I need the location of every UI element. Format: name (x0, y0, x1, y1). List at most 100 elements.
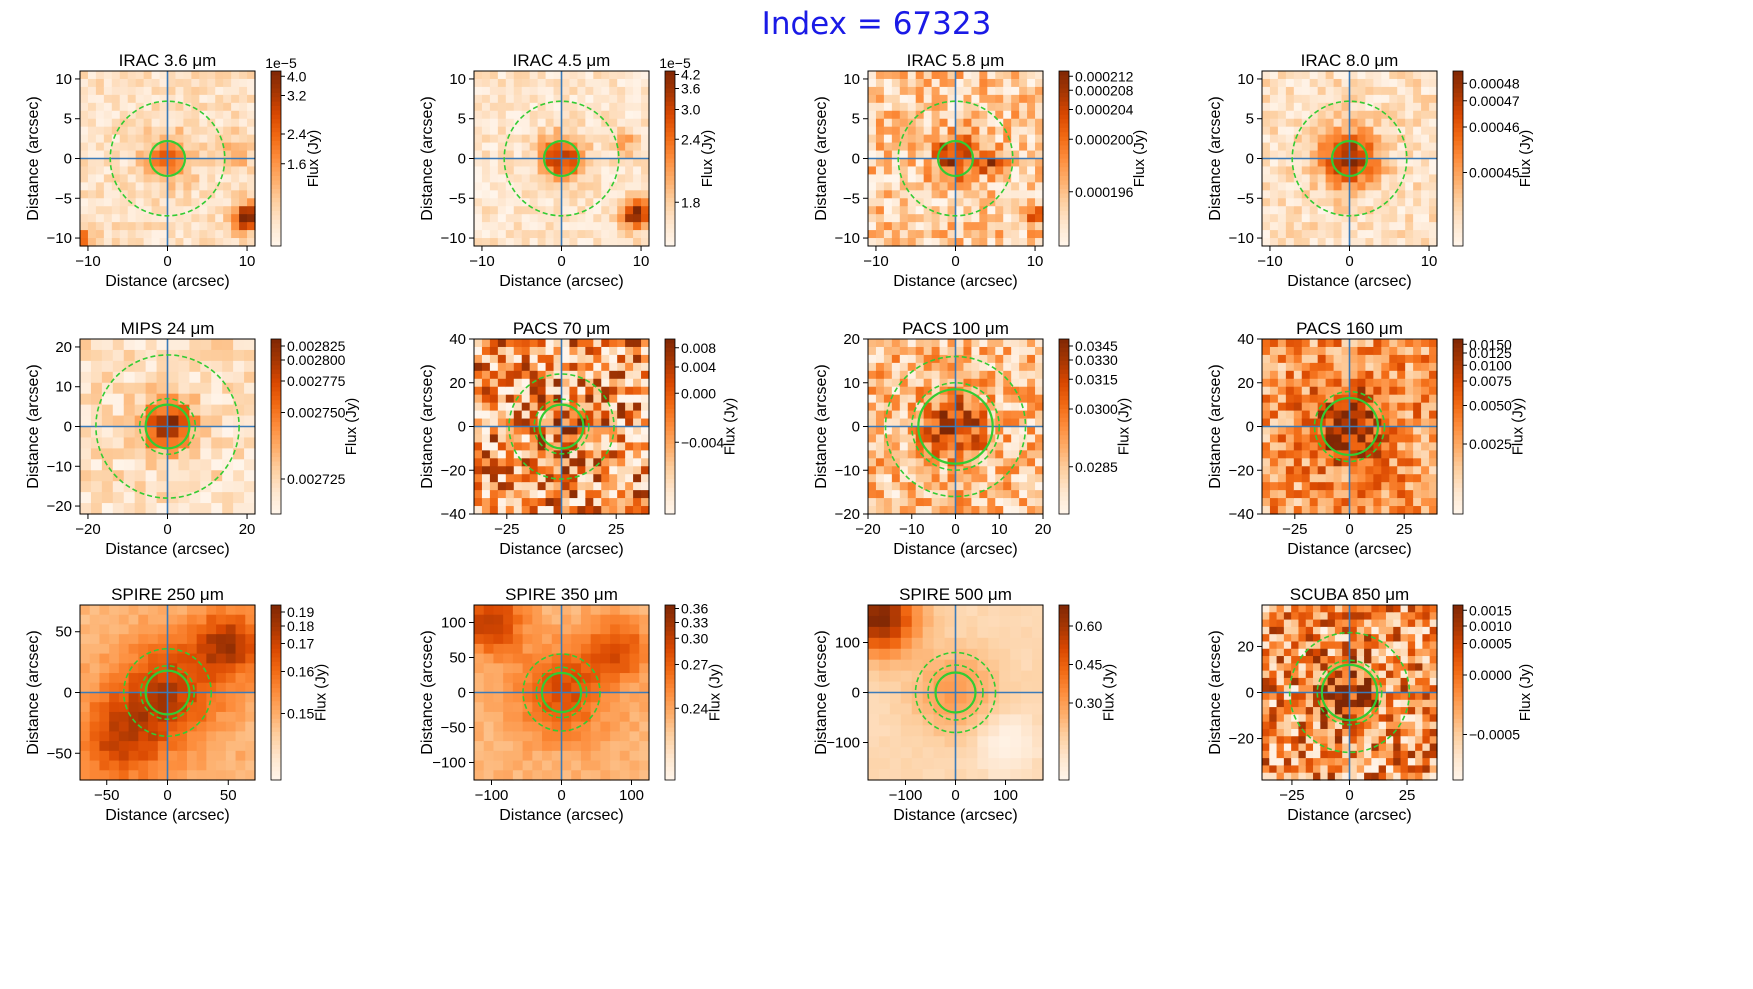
y-axis-label: Distance (arcsec) (25, 96, 42, 220)
heatmap-cell (1333, 442, 1343, 451)
heatmap-cell (101, 360, 114, 373)
heatmap-cell (1027, 418, 1036, 428)
heatmap-cell (585, 134, 594, 144)
heatmap-cell (225, 731, 237, 742)
colorbar-segment (1453, 461, 1463, 467)
colorbar-segment (271, 457, 281, 463)
heatmap-cell (931, 190, 941, 199)
heatmap-cell (481, 378, 491, 388)
heatmap-cell (119, 166, 129, 176)
heatmap-cell (629, 721, 640, 732)
heatmap-cell (497, 118, 507, 128)
heatmap-cell (1421, 110, 1430, 120)
heatmap-cell (474, 741, 485, 752)
heatmap-cell (875, 102, 885, 112)
heatmap-cell (231, 190, 240, 199)
heatmap-cell (529, 174, 539, 183)
heatmap-cell (561, 118, 571, 128)
heatmap-cell (1349, 426, 1359, 436)
heatmap-cell (80, 393, 92, 406)
heatmap-cell (489, 410, 499, 420)
heatmap-cell (497, 339, 507, 348)
heatmap-cell (947, 158, 957, 168)
heatmap-cell (178, 503, 190, 515)
heatmap-cell (601, 71, 610, 80)
colorbar-segment (1453, 509, 1463, 515)
heatmap-cell (215, 158, 224, 168)
heatmap-cell (1317, 102, 1327, 112)
heatmap-cell (899, 198, 909, 207)
heatmap-cell (151, 102, 161, 112)
heatmap-cell (497, 230, 507, 239)
heatmap-cell (151, 118, 161, 128)
heatmap-cell (1373, 102, 1382, 112)
heatmap-cell (947, 354, 957, 364)
heatmap-cell (513, 362, 523, 372)
heatmap-cell (1405, 490, 1414, 499)
colorbar-segment (1453, 465, 1463, 471)
heatmap-cell (156, 459, 169, 471)
heatmap-cell (868, 118, 877, 128)
heatmap-cell (1381, 466, 1390, 475)
colorbar-segment (271, 145, 281, 151)
colorbar-segment (1059, 106, 1069, 111)
colorbar-segment (271, 736, 281, 742)
heatmap-cell (216, 721, 227, 732)
heatmap-cell (915, 458, 925, 467)
colorbar-segment (1453, 211, 1463, 216)
heatmap-cell (931, 450, 941, 459)
heatmap-cell (569, 150, 579, 160)
heatmap-cell (891, 466, 901, 475)
heatmap-cell (239, 198, 248, 207)
heatmap-cell (1301, 206, 1311, 215)
colorbar-segment (1059, 219, 1069, 225)
heatmap-cell (963, 182, 973, 191)
heatmap-cell (569, 490, 579, 499)
heatmap-cell (625, 182, 634, 191)
heatmap-cell (580, 673, 592, 684)
heatmap-cell (109, 702, 120, 713)
heatmap-cell (1301, 434, 1311, 444)
heatmap-cell (159, 126, 169, 136)
heatmap-cell (474, 418, 483, 428)
heatmap-cell (577, 174, 586, 183)
heatmap-cell (211, 382, 223, 395)
heatmap-cell (1333, 206, 1343, 215)
colorbar-segment (665, 509, 675, 515)
heatmap-cell (529, 482, 539, 491)
heatmap-cell (601, 418, 610, 428)
heatmap-cell (167, 470, 180, 482)
heatmap-cell (529, 238, 539, 247)
heatmap-cell (561, 238, 571, 247)
heatmap-cell (119, 230, 129, 239)
heatmap-cell (1421, 466, 1430, 475)
heatmap-cell (1357, 339, 1367, 348)
heatmap-cell (99, 760, 110, 771)
heatmap-cell (138, 673, 149, 684)
heatmap-cell (551, 653, 563, 664)
heatmap-cell (474, 482, 483, 491)
heatmap-cell (223, 110, 232, 120)
heatmap-cell (609, 230, 618, 239)
heatmap-cell (1365, 110, 1374, 120)
heatmap-cell (157, 770, 169, 781)
heatmap-cell (1381, 126, 1390, 136)
colorbar-segment (665, 84, 675, 90)
heatmap-cell (601, 346, 610, 356)
heatmap-cell (529, 410, 539, 420)
heatmap-cell (1317, 134, 1327, 144)
heatmap-cell (883, 174, 893, 183)
colorbar-segment (665, 356, 675, 362)
heatmap-cell (915, 102, 925, 112)
heatmap-cell (196, 741, 207, 752)
heatmap-cell (1317, 142, 1327, 152)
heatmap-cell (545, 134, 555, 144)
heatmap-cell (609, 418, 618, 428)
heatmap-cell (1317, 206, 1327, 215)
colorbar-segment (1453, 197, 1463, 203)
heatmap-cell (641, 410, 650, 420)
heatmap-cell (899, 466, 909, 475)
heatmap-cell (601, 426, 610, 436)
colorbar-segment (1453, 492, 1463, 498)
colorbar-segment (665, 176, 675, 181)
